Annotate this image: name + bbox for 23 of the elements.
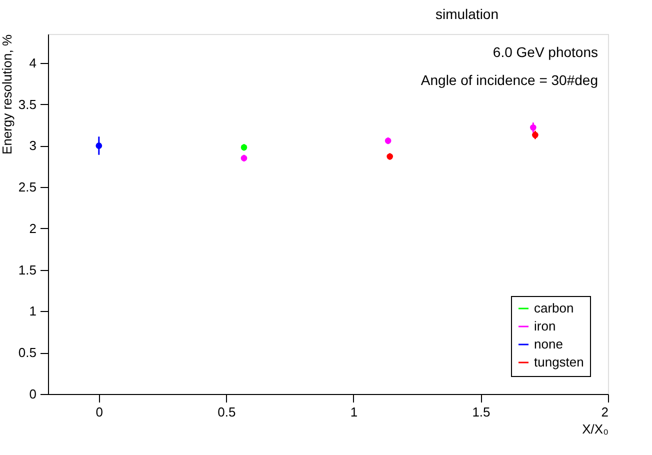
y-tick-label: 0.5: [18, 345, 36, 360]
y-tick-label: 0: [29, 386, 36, 402]
annotation: Angle of incidence = 30#deg: [420, 72, 598, 88]
y-tick-label: 1.5: [18, 262, 36, 278]
chart-title: simulation: [435, 6, 498, 22]
y-axis-title: Energy resolution, %: [0, 34, 14, 154]
y-tick-label: 1: [29, 304, 36, 319]
y-tick-label: 4: [29, 55, 36, 70]
x-tick-label: 1.5: [472, 404, 490, 420]
x-tick-label: 2: [601, 404, 608, 420]
x-tick-label: 0: [96, 404, 104, 420]
x-tick-label: 0.5: [218, 404, 236, 420]
x-tick-label: 1: [350, 404, 358, 420]
y-tick-label: 3.5: [18, 96, 36, 112]
legend-label: none: [534, 336, 563, 352]
x-axis-title: X/X₀: [582, 422, 608, 436]
y-tick-label: 3: [29, 138, 36, 154]
legend-label: tungsten: [534, 354, 584, 370]
legend-label: carbon: [534, 300, 574, 316]
legend-label: iron: [534, 318, 556, 334]
y-tick-label: 2: [29, 220, 36, 236]
annotation: 6.0 GeV photons: [492, 44, 598, 60]
y-tick-label: 2.5: [18, 180, 36, 195]
